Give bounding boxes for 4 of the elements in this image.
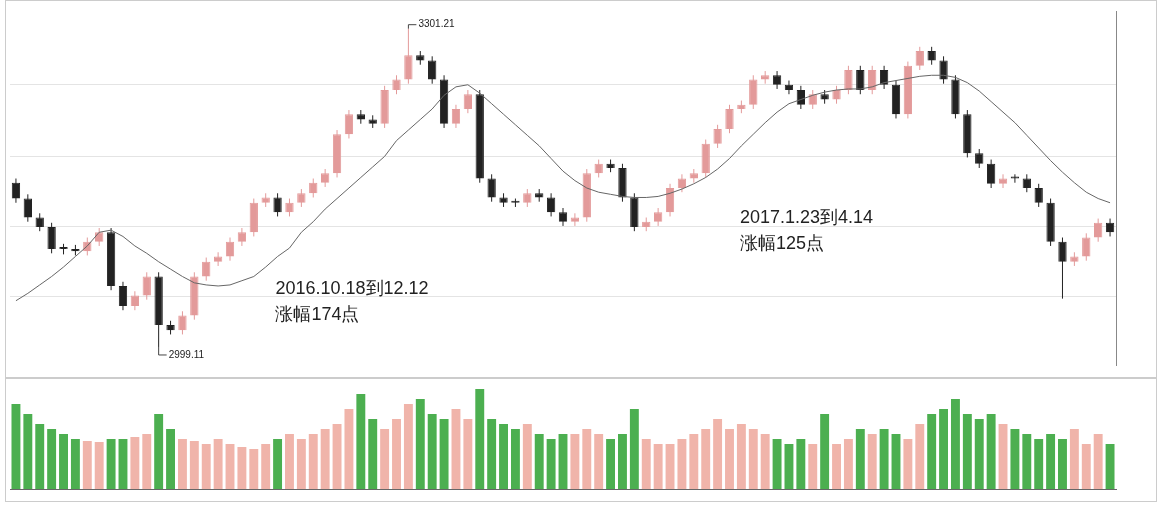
annotation: 2999.11 xyxy=(168,348,205,360)
annotation: 2017.1.23到4.14 涨幅125点 xyxy=(739,207,874,254)
annotation: 3301.21 xyxy=(418,18,455,30)
annotation: 2016.10.18到12.12 涨幅174点 xyxy=(275,278,429,325)
